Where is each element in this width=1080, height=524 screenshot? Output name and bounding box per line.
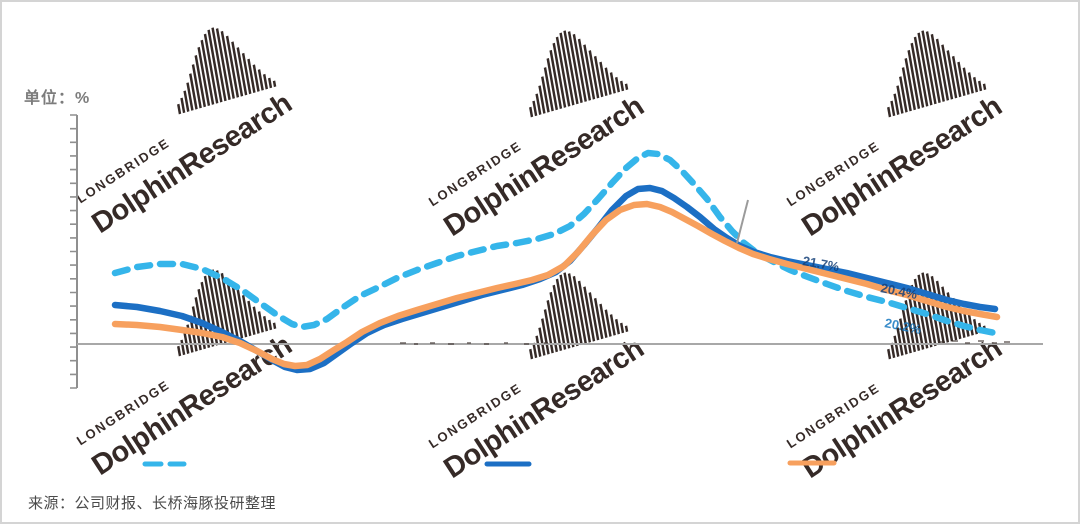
legend (142, 460, 837, 467)
dolphin-bars-icon (529, 272, 629, 360)
y-axis-unit-label: 单位：% (24, 90, 91, 107)
watermark-tile: LONGBRIDGE DolphinResearch (74, 269, 298, 482)
callout-line (736, 199, 749, 244)
axis-label-remnant-marks (400, 340, 1010, 345)
dolphin-bars-icon (177, 27, 277, 115)
source-note: 来源：公司财报、长桥海豚投研整理 (28, 495, 277, 512)
y-axis-ticks (70, 114, 77, 389)
dolphin-bars-icon (887, 30, 987, 118)
dolphin-bars-icon (529, 30, 629, 118)
data-label: 21.7% (801, 253, 840, 274)
watermark-layer: LONGBRIDGE DolphinResearch LONGBRIDGE Do… (74, 27, 1008, 485)
dolphin-bars-icon (177, 269, 277, 357)
series-line-dashed-lightblue (111, 149, 999, 337)
watermark-tile: LONGBRIDGE DolphinResearch (784, 30, 1008, 243)
data-label: 20.4% (879, 280, 918, 302)
watermark-tile: LONGBRIDGE DolphinResearch (74, 27, 298, 240)
series-line-solid-orange (111, 200, 1001, 370)
data-label: 20.2% (883, 315, 922, 337)
watermark-tile: LONGBRIDGE DolphinResearch (426, 272, 650, 485)
